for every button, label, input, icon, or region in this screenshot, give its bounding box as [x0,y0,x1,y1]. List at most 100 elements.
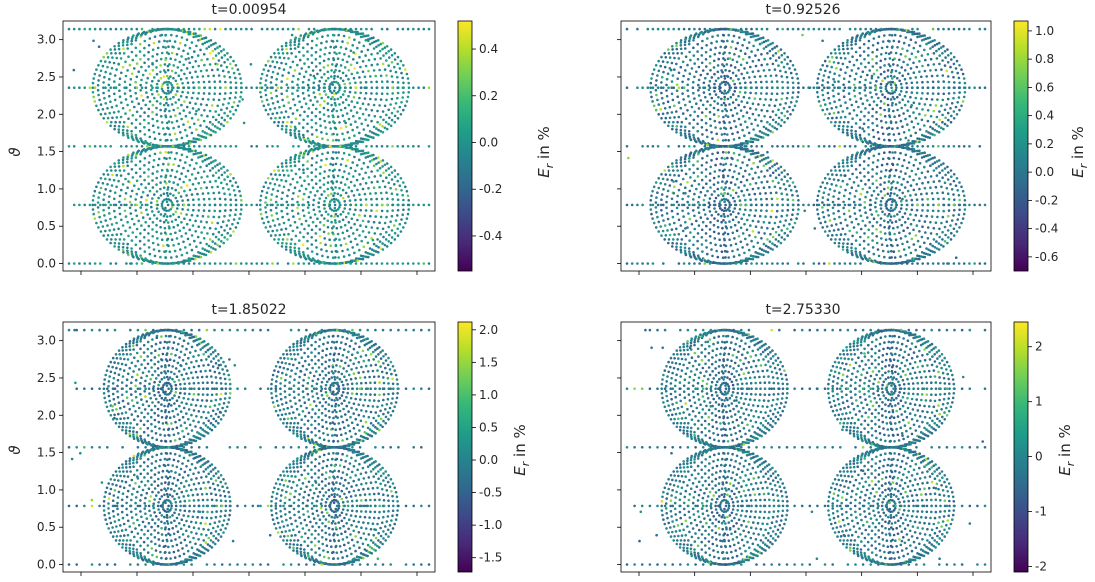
scatter-point [162,192,166,196]
scatter-point [912,188,916,192]
scatter-point [184,175,188,178]
scatter-point [172,163,175,166]
scatter-point [751,230,755,233]
scatter-point [422,86,426,89]
scatter-point [92,95,95,99]
scatter-point [763,114,766,118]
scatter-point [673,68,676,71]
scatter-point [396,173,400,176]
scatter-point [306,114,310,118]
scatter-point [719,207,722,210]
scatter-point [281,241,284,245]
scatter-point [786,62,789,66]
scatter-point [88,27,92,31]
scatter-point [164,108,167,111]
scatter-point [356,147,359,151]
scatter-point [169,75,172,78]
scatter-point [205,47,208,50]
scatter-point [759,209,763,212]
scatter-point [348,253,351,257]
scatter-point [240,208,243,211]
scatter-point [396,198,400,201]
colorbar-gradient [457,20,473,272]
scatter-point [754,80,758,84]
scatter-point [352,175,355,178]
scatter-point [407,91,411,94]
scatter-point [199,34,203,37]
scatter-point [110,238,113,241]
scatter-point [749,81,752,84]
scatter-point [396,203,400,207]
scatter-point [179,131,182,134]
scatter-point [294,117,298,120]
scatter-point [859,192,863,196]
scatter-point [284,179,288,183]
scatter-point [712,66,716,69]
scatter-point [671,245,674,248]
scatter-point [232,113,235,116]
scatter-point [334,104,337,107]
scatter-point [72,68,76,72]
scatter-point [141,190,145,194]
scatter-point [323,170,327,173]
scatter-point [402,91,405,94]
scatter-point [206,175,209,178]
scatter-point [182,203,186,207]
scatter-point [101,225,105,228]
scatter-point [361,230,365,233]
scatter-point [786,208,790,212]
scatter-point [352,58,355,61]
scatter-point [280,92,284,96]
scatter-point [144,186,147,189]
scatter-point [302,251,305,254]
scatter-point [875,165,879,169]
scatter-point [277,238,281,241]
scatter-point [234,64,238,67]
scatter-point [783,120,786,124]
scatter-point [871,168,874,171]
scatter-point [135,227,139,231]
scatter-point [217,113,221,117]
scatter-point [349,180,353,184]
scatter-point [842,206,845,210]
scatter-point [167,80,171,84]
scatter-point [650,95,653,99]
scatter-point [893,151,897,154]
scatter-point [664,173,668,176]
scatter-point [847,209,851,213]
scatter-point [229,227,232,231]
scatter-point [216,243,219,247]
scatter-point [791,91,795,94]
scatter-point [298,231,302,234]
scatter-point [304,149,308,153]
scatter-point [863,175,866,178]
scatter-point [262,68,266,71]
scatter-point [103,75,106,79]
scatter-point [785,75,789,79]
scatter-point [741,232,745,235]
scatter-point [371,248,374,251]
scatter-point [902,248,906,251]
scatter-point [655,196,658,199]
scatter-point [364,80,368,84]
scatter-point [108,61,111,64]
scatter-point [762,125,766,129]
scatter-point [214,227,217,231]
scatter-point [709,69,712,72]
scatter-point [775,74,778,77]
scatter-point [203,131,207,134]
scatter-point [684,220,687,224]
scatter-point [385,98,388,102]
scatter-point [284,227,288,231]
scatter-point [212,215,215,219]
scatter-point [164,46,167,49]
scatter-point [858,163,862,167]
scatter-point [375,156,378,160]
scatter-point [710,131,713,134]
scatter-point [229,110,232,113]
scatter-point [386,197,389,201]
scatter-point [102,86,105,89]
scatter-point [679,41,683,44]
scatter-point [192,145,196,148]
scatter-point [166,145,170,148]
